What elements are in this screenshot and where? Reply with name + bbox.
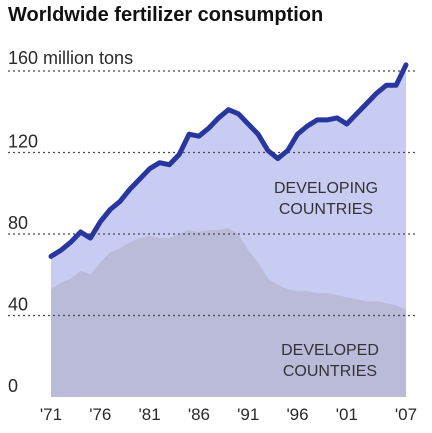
chart-title: Worldwide fertilizer consumption <box>8 4 324 26</box>
developed-label-line-2: COUNTRIES <box>283 363 377 380</box>
x-axis-ticks: '71 '76 '81 '86 '91 '96 '01 '07 <box>40 405 417 424</box>
x-tick-label-1981: '81 <box>139 405 161 424</box>
total-line-layer <box>48 62 409 259</box>
y-unit-label: 160 million tons <box>8 48 133 68</box>
x-tick-label-1996: '96 <box>286 405 308 424</box>
y-tick-label-40: 40 <box>8 295 28 315</box>
x-tick-label-2001: '01 <box>336 405 358 424</box>
developing-label-line-2: COUNTRIES <box>279 201 373 218</box>
y-tick-label-80: 80 <box>8 213 28 233</box>
x-tick-label-1971: '71 <box>40 405 62 424</box>
total-consumption-line <box>48 62 409 259</box>
gridlines <box>8 70 416 317</box>
x-tick-label-1991: '91 <box>237 405 259 424</box>
y-tick-label-0: 0 <box>8 376 18 396</box>
y-tick-label-120: 120 <box>8 132 38 152</box>
x-tick-label-1976: '76 <box>89 405 111 424</box>
area-labels: DEVELOPING COUNTRIES DEVELOPED COUNTRIES <box>274 180 379 380</box>
developed-label-line-1: DEVELOPED <box>281 342 379 359</box>
y-axis-ticks: 0 40 80 120 160 million tons <box>8 48 133 396</box>
x-tick-label-2007: '07 <box>395 405 417 424</box>
developed-countries-area <box>51 227 406 397</box>
area-layer <box>51 64 406 398</box>
developing-label-line-1: DEVELOPING <box>274 180 378 197</box>
x-tick-label-1986: '86 <box>188 405 210 424</box>
